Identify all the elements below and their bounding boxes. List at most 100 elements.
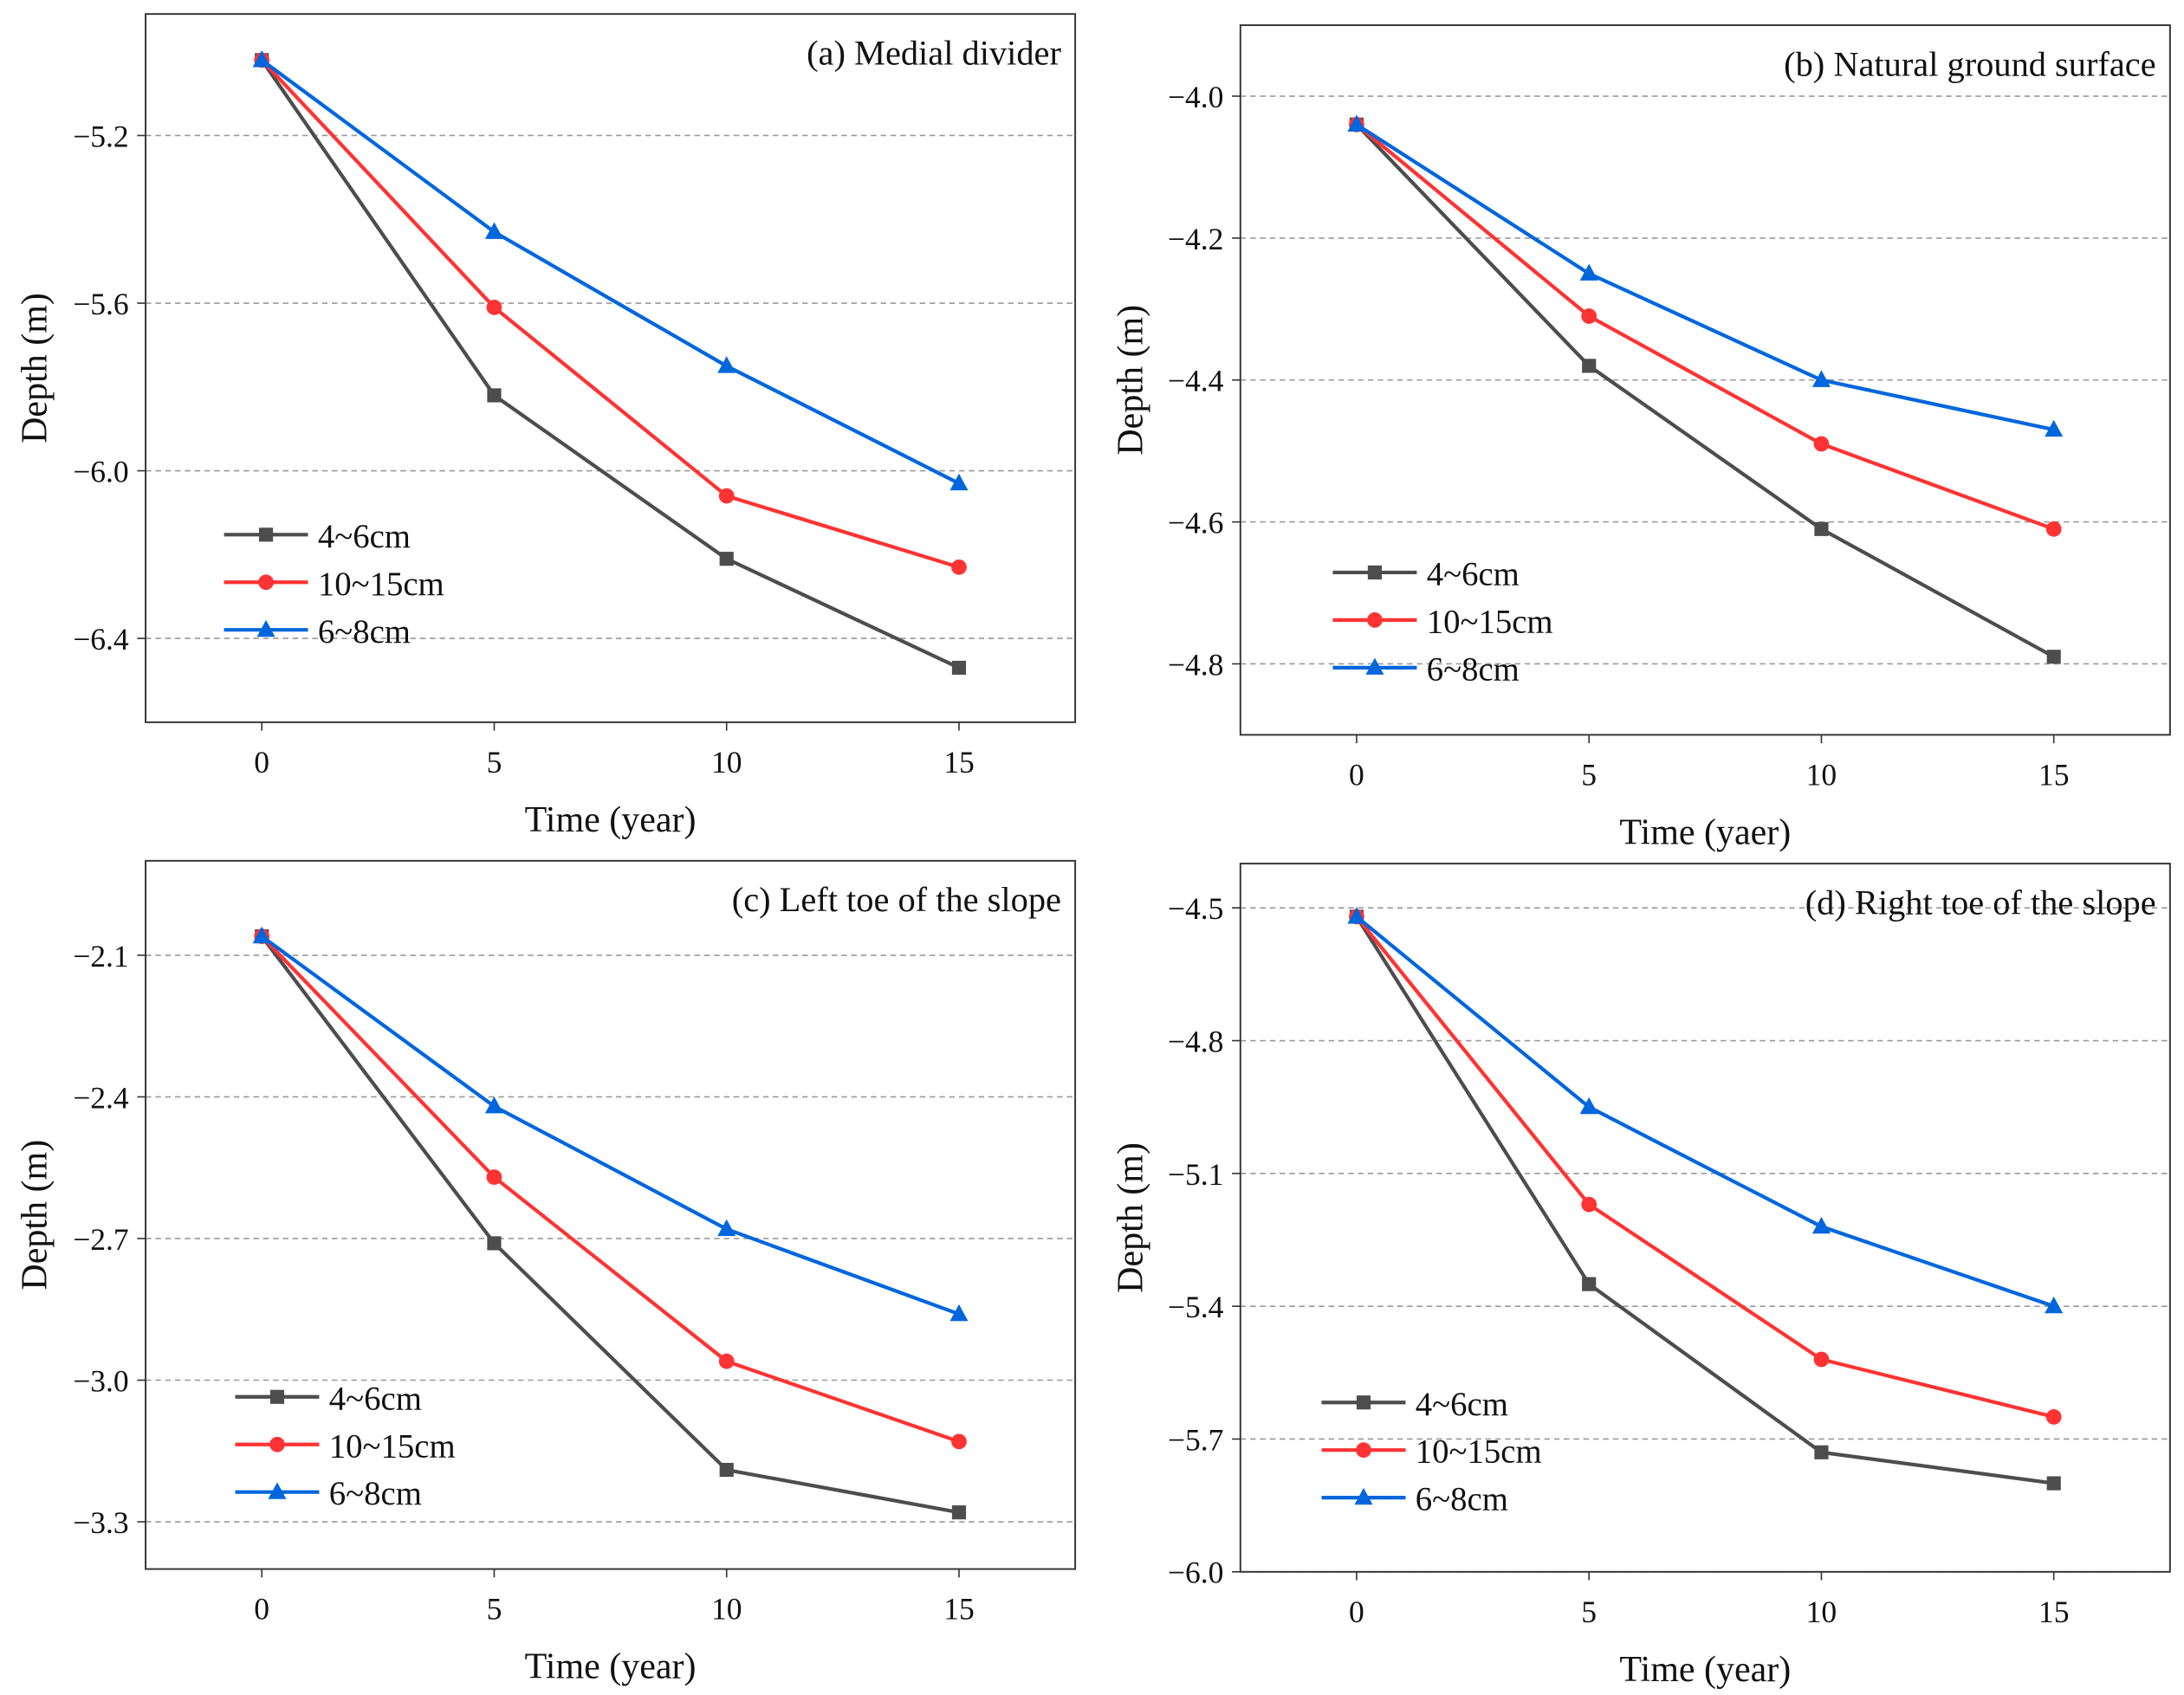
- legend-marker: [268, 1482, 287, 1499]
- legend-label: 4~6cm: [1416, 1386, 1508, 1423]
- series-line-6~8cm: [260, 58, 960, 485]
- chart-title: (b) Natural ground surface: [1784, 44, 2156, 83]
- data-point: [1813, 436, 1830, 452]
- legend-marker: [269, 1389, 285, 1404]
- y-tick-label: −5.7: [1168, 1422, 1223, 1457]
- data-point: [252, 926, 271, 944]
- legend-marker: [1367, 612, 1383, 628]
- y-tick-label: −6.4: [73, 622, 129, 657]
- legend-marker: [269, 1436, 285, 1452]
- data-point: [487, 388, 502, 403]
- x-axis-label: Time (year): [525, 1647, 697, 1687]
- chart-panel-a: −5.2 −5.6 −6.0 −6.4 0 5 10 15 Time (year) Depth (…: [15, 13, 1077, 840]
- y-tick-label: −4.5: [1168, 891, 1223, 926]
- legend-label: 10~15cm: [318, 566, 444, 603]
- data-point: [484, 1097, 503, 1114]
- data-point: [718, 488, 735, 504]
- data-point: [2045, 521, 2062, 537]
- data-point: [1814, 521, 1829, 536]
- data-point: [719, 552, 734, 566]
- y-tick-label: −6.0: [1168, 1556, 1223, 1590]
- x-tick-label: 0: [254, 745, 269, 780]
- series-line-4~6cm: [1355, 123, 2055, 659]
- x-tick-label: 5: [1581, 1595, 1597, 1629]
- x-axis-label: Time (year): [525, 800, 697, 840]
- series-line-10~15cm: [260, 58, 960, 569]
- y-tick-label: −2.7: [73, 1222, 128, 1257]
- x-axis-label: Time (yaer): [1619, 812, 1791, 852]
- x-tick-label: 10: [711, 745, 742, 780]
- x-tick-label: 10: [711, 1592, 742, 1627]
- legend-label: 10~15cm: [329, 1427, 456, 1465]
- series-line-4~6cm: [1355, 915, 2054, 1485]
- x-axis-label: Time (year): [1619, 1650, 1791, 1690]
- x-tick-label: 0: [254, 1592, 269, 1627]
- plot-frame: [1239, 24, 2171, 736]
- legend-marker: [256, 619, 275, 637]
- data-point: [1582, 1277, 1597, 1291]
- legend-label: 6~8cm: [318, 613, 411, 650]
- y-tick-label: −2.4: [73, 1080, 129, 1115]
- series-line-10~15cm: [1355, 123, 2055, 531]
- x-tick-label: 15: [943, 745, 975, 780]
- chart-panel-b: −4.0 −4.2 −4.4 −4.6 −4.8 0 5 10 15 Time (yaer) Dep…: [1111, 24, 2171, 852]
- x-tick-label: 15: [2038, 758, 2070, 793]
- series-line-4~6cm: [260, 59, 960, 670]
- y-tick-label: −5.2: [73, 119, 128, 153]
- y-axis-label: Depth (m): [15, 293, 55, 443]
- data-point: [486, 1169, 502, 1185]
- y-axis-label: Depth (m): [15, 1140, 55, 1291]
- legend-marker: [1367, 565, 1383, 580]
- data-point: [1581, 1196, 1597, 1213]
- legend-marker: [1356, 1442, 1371, 1459]
- data-point: [487, 1236, 502, 1251]
- x-tick-label: 5: [487, 1592, 502, 1627]
- legend-label: 4~6cm: [329, 1380, 422, 1417]
- y-tick-label: −4.8: [1168, 1024, 1223, 1058]
- x-tick-label: 15: [943, 1592, 975, 1627]
- series-line-6~8cm: [260, 935, 960, 1317]
- y-tick-label: −5.4: [1168, 1290, 1224, 1324]
- data-point: [951, 1433, 967, 1450]
- legend-marker: [1354, 1487, 1373, 1505]
- series-line-10~15cm: [260, 935, 960, 1444]
- x-tick-label: 10: [1806, 1595, 1837, 1629]
- y-tick-label: −4.6: [1168, 506, 1223, 540]
- legend-label: 4~6cm: [1427, 555, 1520, 592]
- data-point: [486, 299, 502, 315]
- data-point: [2045, 419, 2064, 437]
- legend-marker: [258, 574, 274, 591]
- data-point: [2045, 1409, 2062, 1425]
- chart-title: (d) Right toe of the slope: [1805, 883, 2156, 922]
- x-tick-label: 5: [487, 745, 502, 780]
- y-tick-label: −3.3: [73, 1505, 128, 1540]
- data-point: [951, 660, 967, 676]
- legend-marker: [1356, 1395, 1371, 1410]
- data-point: [949, 473, 969, 491]
- data-point: [1581, 308, 1597, 324]
- data-point: [718, 1353, 735, 1369]
- data-point: [717, 356, 736, 373]
- y-axis-label: Depth (m): [1111, 1142, 1151, 1293]
- data-point: [2046, 1476, 2061, 1491]
- x-tick-label: 0: [1349, 758, 1364, 793]
- data-point: [1813, 1351, 1830, 1368]
- legend-label: 6~8cm: [1416, 1481, 1508, 1518]
- data-point: [1347, 114, 1366, 132]
- x-tick-label: 0: [1349, 1595, 1364, 1629]
- data-point: [1811, 1216, 1831, 1234]
- x-tick-label: 5: [1581, 758, 1597, 793]
- legend-label: 10~15cm: [1416, 1433, 1542, 1471]
- chart-panel-c: −2.1 −2.4 −2.7 −3.0 −3.3 0 5 10 15 Time (year) Dep…: [15, 859, 1077, 1687]
- legend-label: 6~8cm: [1427, 650, 1520, 688]
- legend-label: 4~6cm: [318, 518, 411, 555]
- legend-marker: [1365, 657, 1384, 675]
- data-point: [1347, 907, 1366, 924]
- plot-frame: [145, 859, 1077, 1570]
- y-tick-label: −4.4: [1168, 364, 1224, 398]
- data-point: [1579, 263, 1598, 281]
- data-point: [1579, 1097, 1598, 1115]
- y-tick-label: −4.2: [1168, 222, 1223, 256]
- y-tick-label: −2.1: [73, 939, 128, 974]
